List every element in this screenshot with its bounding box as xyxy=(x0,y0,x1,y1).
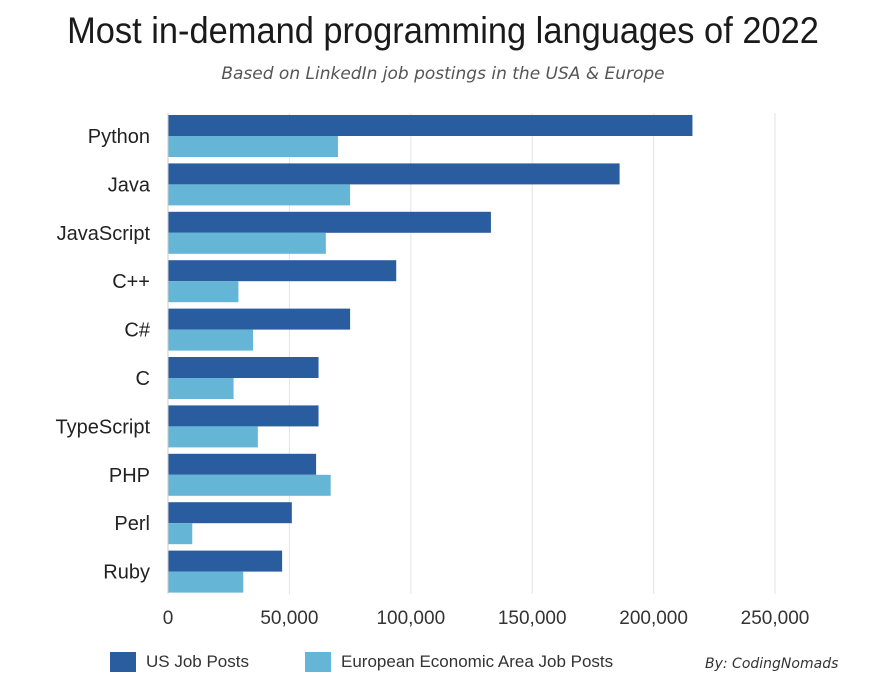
legend: US Job Posts European Economic Area Job … xyxy=(0,652,886,676)
category-label-5: C xyxy=(136,368,150,390)
bar-c-series-0 xyxy=(168,357,319,378)
bar-perl-series-0 xyxy=(168,502,292,524)
category-label-6: TypeScript xyxy=(56,416,151,438)
bar-javascript-series-0 xyxy=(168,211,491,233)
bar-perl-series-1 xyxy=(168,523,193,545)
category-label-2: JavaScript xyxy=(57,223,151,245)
category-label-3: C++ xyxy=(112,271,150,293)
legend-item-eea: European Economic Area Job Posts xyxy=(305,652,613,672)
bar-c--series-0 xyxy=(168,308,351,330)
bar-python-series-1 xyxy=(168,136,338,157)
bar-typescript-series-0 xyxy=(168,405,319,427)
x-tick-label-2: 100,000 xyxy=(376,608,445,629)
bar-c-series-1 xyxy=(168,378,234,399)
x-tick-label-5: 250,000 xyxy=(741,608,810,629)
chart-title: Most in-demand programming languages of … xyxy=(67,10,819,51)
bar-c--series-0 xyxy=(168,260,397,282)
category-label-7: PHP xyxy=(109,465,150,487)
bar-ruby-series-1 xyxy=(168,571,244,593)
bar-java-series-1 xyxy=(168,184,351,206)
category-label-1: Java xyxy=(108,174,151,196)
bar-java-series-0 xyxy=(168,163,620,185)
category-label-9: Ruby xyxy=(103,562,150,584)
x-tick-label-1: 50,000 xyxy=(260,608,318,629)
x-tick-label-3: 150,000 xyxy=(498,608,567,629)
chart-subtitle: Based on LinkedIn job postings in the US… xyxy=(221,64,665,84)
legend-label-us: US Job Posts xyxy=(146,652,249,671)
bar-typescript-series-1 xyxy=(168,426,258,448)
bar-c--series-1 xyxy=(168,281,239,303)
category-label-8: Perl xyxy=(114,513,150,535)
bar-php-series-1 xyxy=(168,474,331,496)
credit-label: By: CodingNomads xyxy=(705,656,839,672)
legend-swatch-us xyxy=(110,652,136,672)
bar-python-series-0 xyxy=(168,115,693,136)
category-label-4: C# xyxy=(124,320,150,342)
legend-item-us: US Job Posts xyxy=(110,652,249,672)
x-tick-label-4: 200,000 xyxy=(619,608,688,629)
bar-ruby-series-0 xyxy=(168,550,283,572)
bar-c--series-1 xyxy=(168,329,253,351)
bar-javascript-series-1 xyxy=(168,232,326,254)
x-tick-label-0: 0 xyxy=(163,608,174,629)
bar-chart: 0 50,000 100,000 150,000 200,000 250,000 Pytho… xyxy=(56,113,810,629)
legend-swatch-eea xyxy=(305,652,331,672)
category-label-0: Python xyxy=(88,126,150,148)
legend-label-eea: European Economic Area Job Posts xyxy=(341,652,614,671)
bar-php-series-0 xyxy=(168,453,317,475)
